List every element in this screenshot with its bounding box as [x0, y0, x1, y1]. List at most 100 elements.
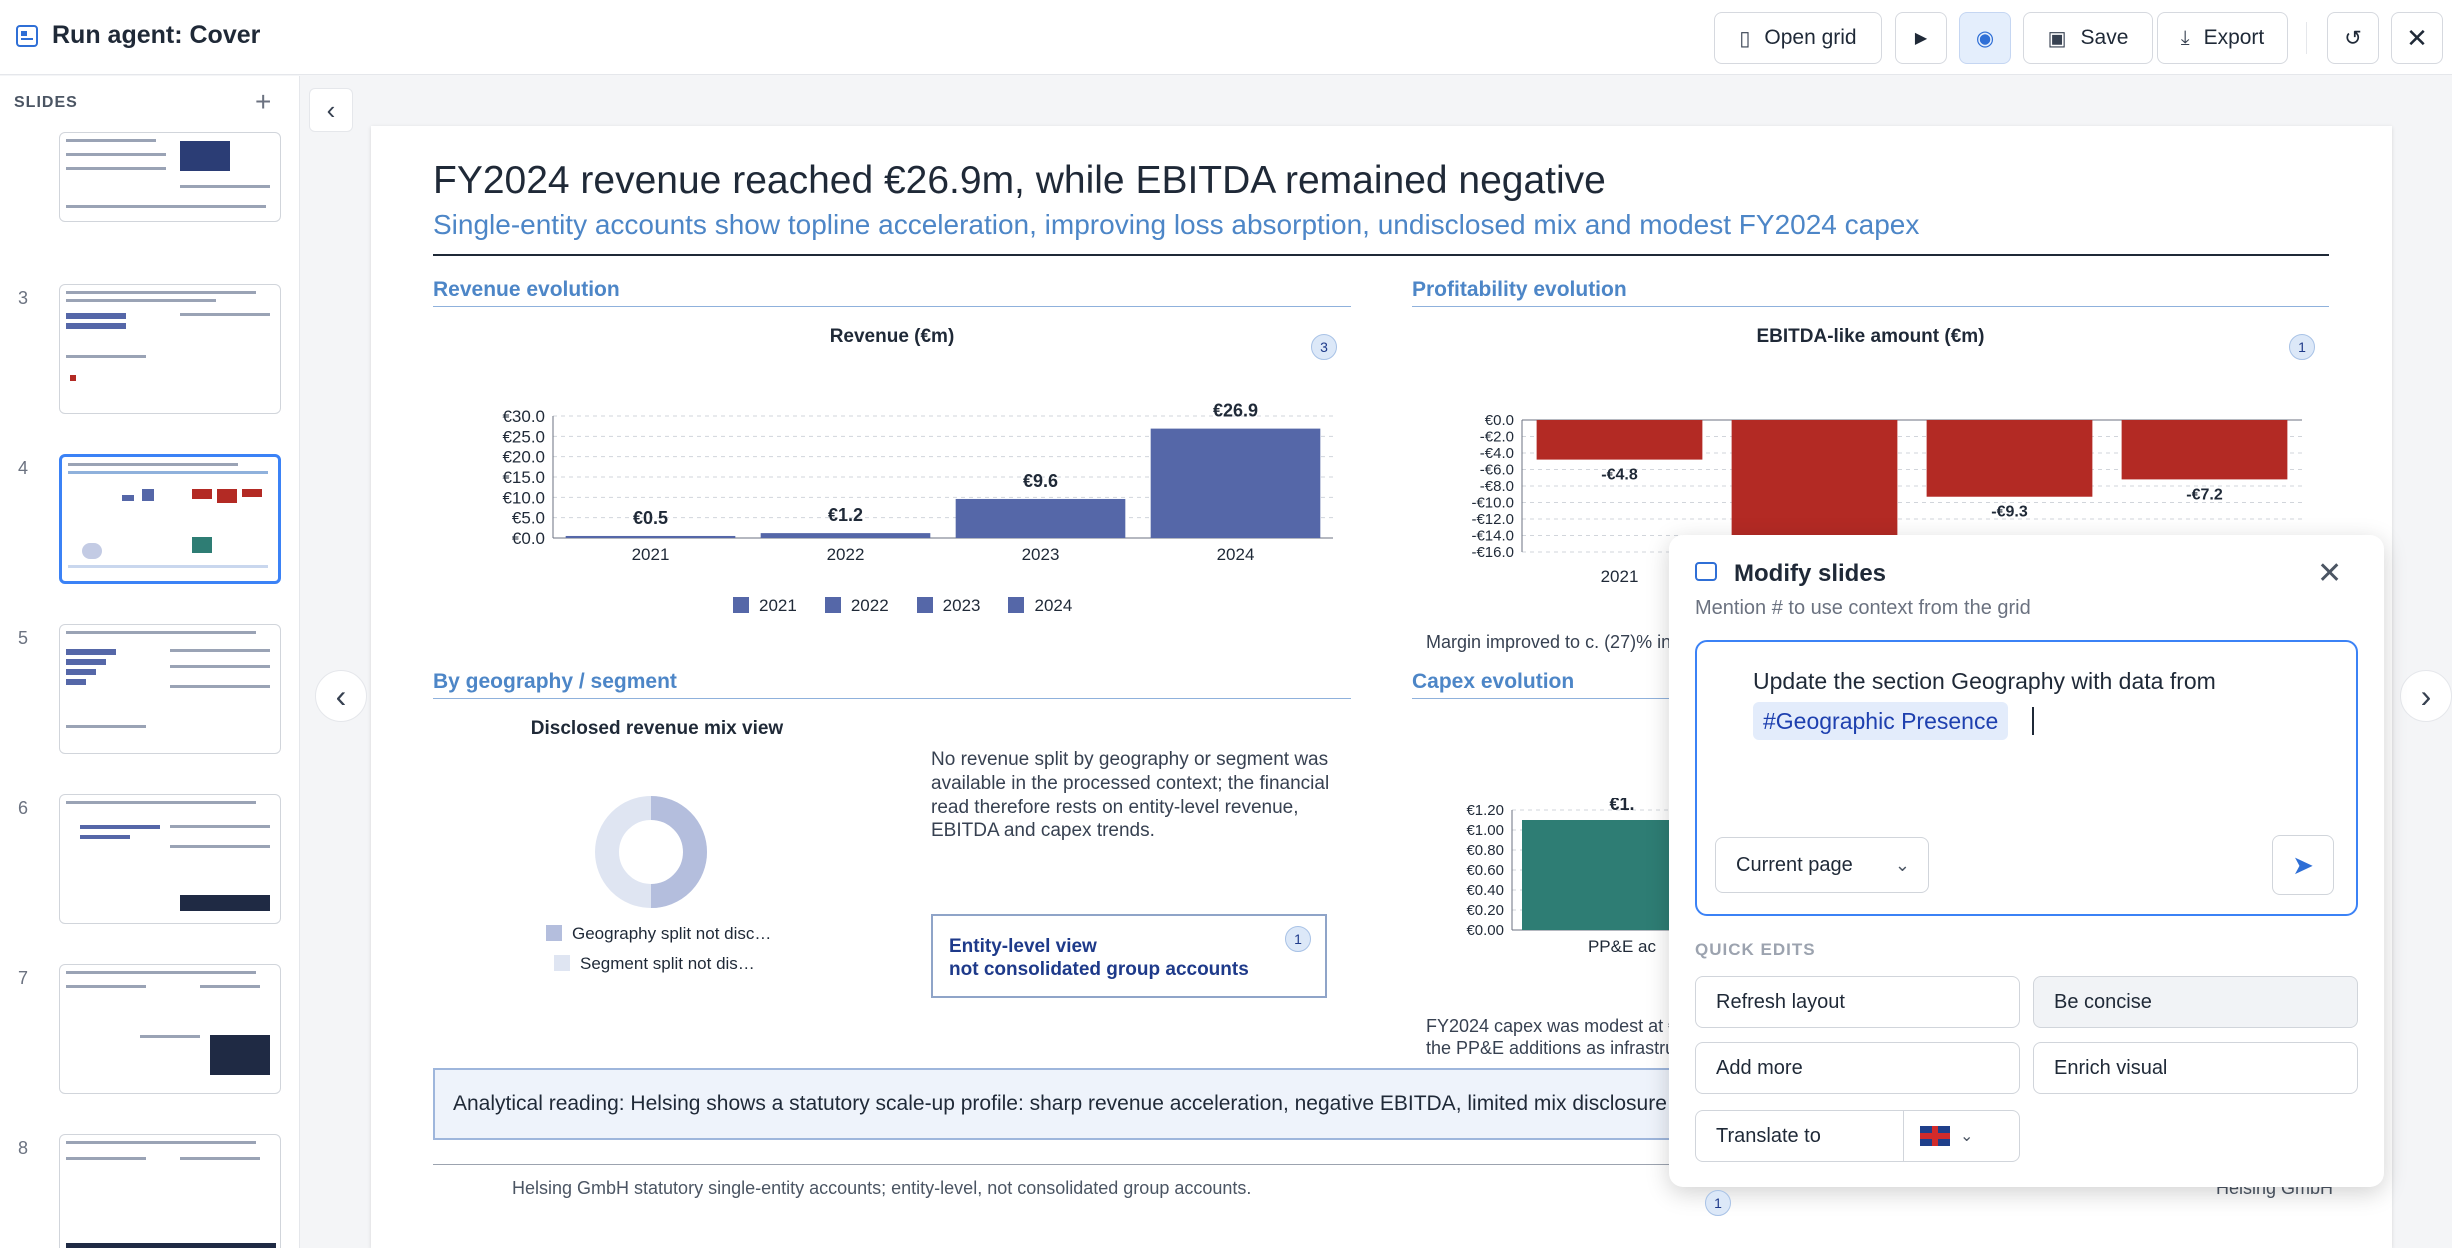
y-tick-label: -€8.0 [1480, 478, 1514, 495]
prompt-text[interactable]: Update the section Geography with data f… [1753, 668, 2216, 694]
bar-data-label: -€7.2 [2186, 486, 2223, 503]
revenue-bar [955, 498, 1126, 538]
scope-select[interactable]: Current page ⌄ [1715, 837, 1929, 893]
y-tick-label: €15.0 [502, 468, 545, 487]
footer-source: Helsing GmbH statutory single-entity acc… [512, 1178, 1252, 1198]
slide-number: 5 [18, 628, 29, 648]
history-icon: ↺ [2344, 26, 2362, 50]
chevron-left-icon: ‹ [335, 677, 347, 714]
mix-note: No revenue split by geography or segment… [931, 749, 1330, 842]
revenue-bar [1150, 428, 1321, 538]
divider [2306, 22, 2307, 54]
slide-thumbnail[interactable] [59, 284, 281, 414]
mix-legend-item: Geography split not disc… [546, 924, 771, 944]
send-button[interactable]: ➤ [2272, 835, 2334, 895]
slides-panel: SLIDES + 3 4 5 [0, 76, 300, 1248]
slide-thumbnail[interactable] [59, 132, 281, 222]
source-badge[interactable]: 1 [1285, 926, 1311, 952]
y-tick-label: €0.0 [512, 529, 545, 548]
mix-chart-title: Disclosed revenue mix view [530, 718, 784, 739]
open-grid-button[interactable]: ▯ Open grid [1714, 12, 1882, 64]
y-tick-label: -€12.0 [1471, 511, 1514, 528]
present-button[interactable]: ▶ [1895, 12, 1947, 64]
slide-thumbnail[interactable] [59, 794, 281, 924]
add-more-button[interactable]: Add more [1695, 1042, 2020, 1094]
save-button[interactable]: ▣ Save [2023, 12, 2153, 64]
y-tick-label: -€10.0 [1471, 495, 1514, 512]
slide-number: 3 [18, 288, 29, 308]
modify-slides-panel: Modify slides Mention # to use context f… [1669, 535, 2384, 1187]
revenue-bar [565, 535, 736, 538]
source-badge[interactable]: 1 [1705, 1190, 1731, 1216]
geography-section-heading: By geography / segment [433, 670, 677, 693]
y-tick-label: -€16.0 [1471, 544, 1514, 561]
refresh-layout-button[interactable]: Refresh layout [1695, 976, 2020, 1028]
eye-icon: ◉ [1975, 26, 1995, 50]
slide-thumbnail[interactable] [59, 1134, 281, 1248]
language-select[interactable]: ⌄ [1903, 1110, 1983, 1162]
history-button[interactable]: ↺ [2327, 12, 2379, 64]
entity-callout: Entity-level view not consolidated group… [931, 914, 1327, 998]
slide-thumbnail-active[interactable] [59, 454, 281, 584]
uk-flag-icon [1920, 1126, 1950, 1146]
be-concise-button[interactable]: Be concise [2033, 976, 2358, 1028]
chevron-down-icon: ⌄ [1960, 1128, 1974, 1145]
slide-thumbnail[interactable] [59, 964, 281, 1094]
send-icon: ➤ [2292, 849, 2314, 880]
context-mention-chip[interactable]: #Geographic Presence [1753, 702, 2009, 740]
prompt-input[interactable]: Update the section Geography with data f… [1695, 640, 2358, 916]
panel-title: Modify slides [1734, 560, 1887, 587]
previous-slide-button[interactable]: ‹ [315, 670, 367, 722]
grid-icon: ▯ [1739, 27, 1751, 50]
y-tick-label: €0.00 [1466, 922, 1504, 939]
translate-to-button[interactable]: Translate to [1695, 1110, 2020, 1162]
bar-data-label: -€9.3 [1991, 504, 2028, 521]
mix-legend-item: Segment split not dis… [554, 954, 755, 974]
slide-number: 6 [18, 798, 29, 818]
preview-toggle[interactable]: ◉ [1959, 12, 2011, 64]
panel-subtitle: Mention # to use context from the grid [1695, 597, 2031, 619]
source-badge[interactable]: 3 [1311, 334, 1337, 360]
download-icon: ⤓ [2180, 26, 2190, 49]
bar-data-label: €1. [1609, 798, 1634, 814]
chevron-right-icon: › [2420, 677, 2432, 714]
chat-icon [1695, 562, 1717, 581]
title-rule [433, 254, 2329, 256]
revenue-bar [760, 533, 931, 538]
y-tick-label: €5.0 [512, 509, 545, 528]
y-tick-label: -€6.0 [1480, 462, 1514, 479]
entity-callout-text: Entity-level view not consolidated group… [949, 936, 1249, 980]
bar-data-label: €26.9 [1213, 401, 1258, 421]
capex-note: FY2024 capex was modest at € the PP&E ad… [1426, 1016, 1679, 1058]
x-tick-label: 2021 [1601, 567, 1639, 586]
close-button[interactable]: ✕ [2391, 12, 2443, 64]
add-slide-icon[interactable]: + [255, 86, 272, 117]
source-badge[interactable]: 1 [2289, 334, 2315, 360]
slide-thumbnail[interactable] [59, 624, 281, 754]
profitability-section-heading: Profitability evolution [1412, 278, 1627, 301]
legend-item: 2023 [916, 596, 980, 616]
x-tick-label: 2021 [632, 545, 670, 564]
chevron-left-icon: ‹ [326, 94, 336, 125]
slides-app-icon [16, 25, 38, 47]
ebitda-chart-title: EBITDA-like amount (€m) [1756, 326, 1985, 347]
legend-item: 2022 [824, 596, 889, 616]
bar-data-label: €9.6 [1023, 471, 1058, 491]
y-tick-label: €0.80 [1466, 842, 1504, 859]
enrich-visual-button[interactable]: Enrich visual [2033, 1042, 2358, 1094]
slide-number: 7 [18, 968, 29, 988]
y-tick-label: €0.60 [1466, 862, 1504, 879]
close-icon[interactable]: ✕ [2317, 557, 2343, 590]
y-tick-label: -€14.0 [1471, 528, 1514, 545]
top-bar: Run agent: Cover ▯ Open grid ▶ ◉ ▣ Save ⤓ E… [0, 0, 2452, 75]
play-icon: ▶ [1914, 30, 1928, 47]
slide-number: 4 [18, 458, 29, 478]
y-tick-label: -€2.0 [1480, 429, 1514, 446]
capex-section-heading: Capex evolution [1412, 670, 1575, 693]
collapse-sidebar-button[interactable]: ‹ [309, 88, 353, 132]
next-slide-button[interactable]: › [2400, 670, 2452, 722]
section-rule [433, 698, 1351, 699]
export-button[interactable]: ⤓ Export [2157, 12, 2288, 64]
slides-panel-title: SLIDES [14, 94, 78, 111]
revenue-legend: 2021 2022 2023 2024 [733, 596, 1072, 616]
